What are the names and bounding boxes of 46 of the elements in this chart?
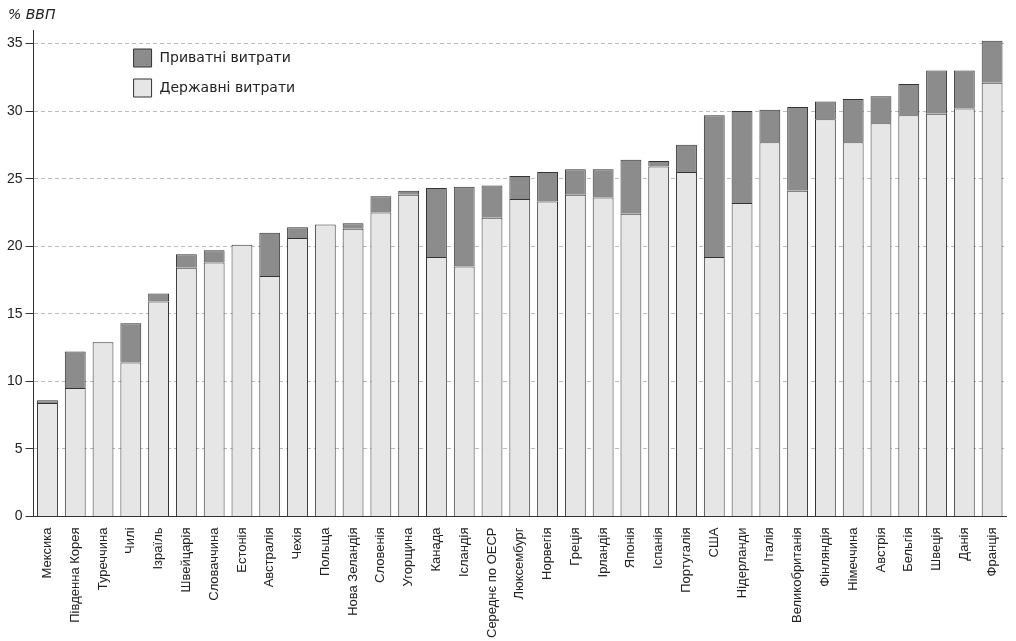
- x-tick-label: Ісландія: [455, 527, 471, 578]
- x-tick-label: Естонія: [233, 527, 249, 573]
- x-tick-label: Португалія: [678, 527, 694, 593]
- x-tick-label: Ізраїль: [150, 527, 166, 570]
- y-tick-label: 0: [14, 507, 23, 524]
- x-tick-label: Нідерланди: [733, 527, 749, 599]
- x-tick-label: Туреччина: [94, 526, 110, 591]
- x-tick-label: Данія: [955, 527, 971, 561]
- x-tick-label: Норвегія: [539, 527, 555, 580]
- x-tick-label: Польща: [316, 526, 332, 577]
- y-tick-label: 30: [6, 101, 23, 118]
- x-tick-label: Австрія: [872, 527, 888, 573]
- x-tick-label: Чилі: [122, 527, 138, 554]
- legend-label: Приватні витрати: [159, 48, 291, 65]
- x-tick-label: США: [705, 527, 721, 558]
- x-tick-label: Фінляндія: [816, 527, 832, 587]
- x-tick-label: Великобританія: [789, 527, 805, 623]
- x-tick-label: Угорщина: [400, 526, 416, 587]
- x-tick-label: Японія: [622, 527, 638, 569]
- y-tick-label: 10: [6, 372, 23, 389]
- x-tick-label: Середнє по ОЕСР: [483, 527, 499, 639]
- x-tick-label: Чехія: [289, 527, 305, 560]
- x-tick-label: Люксембург: [511, 527, 527, 600]
- x-tick-label: Греція: [566, 527, 582, 566]
- x-tick-label: Словаччина: [205, 526, 221, 601]
- y-tick-label: 35: [6, 34, 23, 51]
- x-tick-label: Бельгія: [900, 527, 916, 572]
- x-tick-label: Словенія: [372, 527, 388, 583]
- y-tick-label: 20: [6, 237, 23, 254]
- y-tick-label: 5: [14, 439, 23, 456]
- x-tick-label: Італія: [761, 527, 777, 562]
- x-tick-label: Іспанія: [650, 527, 666, 569]
- y-tick-label: 15: [6, 304, 23, 321]
- y-axis-title: % ВВП: [8, 6, 56, 22]
- x-tick-label: Франція: [983, 527, 999, 577]
- x-tick-label: Південна Корея: [66, 527, 82, 623]
- x-tick-label: Австралія: [261, 527, 277, 588]
- legend-label: Державні витрати: [159, 78, 296, 95]
- x-tick-label: Німеччина: [844, 526, 860, 591]
- y-tick-label: 25: [6, 169, 23, 186]
- x-tick-label: Мексика: [39, 526, 55, 579]
- x-tick-label: Канада: [428, 526, 444, 572]
- x-tick-label: Ірландія: [594, 527, 610, 578]
- x-tick-label: Нова Зеландія: [344, 527, 360, 616]
- x-tick-label: Швеція: [928, 527, 944, 571]
- x-tick-label: Швейцарія: [177, 527, 193, 593]
